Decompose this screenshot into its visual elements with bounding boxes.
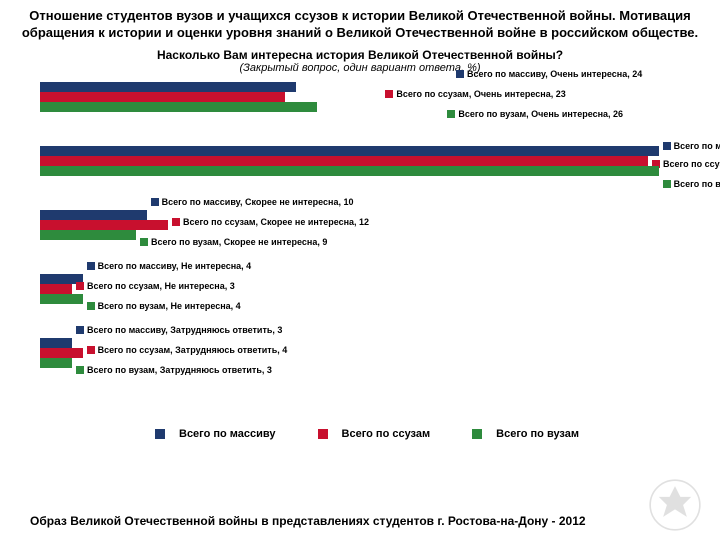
bar-label: Всего по вузам, Очень интересна, 26 [447, 110, 623, 120]
bar-vuz: Всего по вузам, Скорее интересна, 58 [40, 166, 659, 176]
bar-label: Всего по массиву, Скорее интересна, 58 [663, 142, 720, 152]
series-marker [87, 302, 95, 310]
bar-label: Всего по массиву, Скорее не интересна, 1… [151, 198, 354, 208]
series-marker [87, 346, 95, 354]
bar-vuz: Всего по вузам, Скорее не интересна, 9 [40, 230, 136, 240]
bar-ssuz: Всего по ссузам, Скорее интересна, 57 [40, 156, 648, 166]
series-marker [151, 198, 159, 206]
bar-group: Всего по массиву, Затрудняюсь ответить, … [40, 338, 680, 396]
legend-item: Всего по массиву [141, 428, 276, 440]
bar-chart: Всего по массиву, Очень интересна, 24Все… [40, 82, 680, 422]
bar-group: Всего по массиву, Скорее интересна, 58Вс… [40, 146, 680, 204]
legend: Всего по массиву Всего по ссузам Всего по … [0, 422, 720, 446]
bar-vuz: Всего по вузам, Не интересна, 4 [40, 294, 83, 304]
legend-marker [318, 429, 328, 439]
bar-ssuz: Всего по ссузам, Скорее не интересна, 12 [40, 220, 168, 230]
series-marker [76, 282, 84, 290]
series-marker [76, 326, 84, 334]
bar-label: Всего по вузам, Скорее интересна, 58 [663, 180, 720, 190]
series-marker [76, 366, 84, 374]
university-logo [648, 478, 702, 532]
bar-massiv: Всего по массиву, Скорее интересна, 58 [40, 146, 659, 156]
series-marker [663, 142, 671, 150]
bar-label: Всего по вузам, Скорее не интересна, 9 [140, 238, 327, 248]
bar-group: Всего по массиву, Очень интересна, 24Все… [40, 82, 680, 140]
bar-massiv: Всего по массиву, Затрудняюсь ответить, … [40, 338, 72, 348]
bar-ssuz: Всего по ссузам, Не интересна, 3 [40, 284, 72, 294]
legend-marker [155, 429, 165, 439]
bar-label: Всего по вузам, Не интересна, 4 [87, 302, 241, 312]
legend-marker [472, 429, 482, 439]
bar-label: Всего по ссузам, Затрудняюсь ответить, 4 [87, 346, 288, 356]
question-title: Насколько Вам интересна история Великой … [0, 46, 720, 62]
bar-massiv: Всего по массиву, Скорее не интересна, 1… [40, 210, 147, 220]
bar-label: Всего по массиву, Не интересна, 4 [87, 262, 252, 272]
bar-massiv: Всего по массиву, Очень интересна, 24 [40, 82, 296, 92]
bar-label: Всего по вузам, Затрудняюсь ответить, 3 [76, 366, 272, 376]
bar-label: Всего по ссузам, Скорее не интересна, 12 [172, 218, 369, 228]
series-marker [87, 262, 95, 270]
footer-text: Образ Великой Отечественной войны в пред… [30, 514, 586, 528]
series-marker [663, 180, 671, 188]
bar-label: Всего по ссузам, Скорее интересна, 57 [652, 160, 720, 170]
page-title: Отношение студентов вузов и учащихся ссу… [0, 0, 720, 46]
bar-group: Всего по массиву, Скорее не интересна, 1… [40, 210, 680, 268]
series-marker [447, 110, 455, 118]
series-marker [456, 70, 464, 78]
bar-label: Всего по ссузам, Не интересна, 3 [76, 282, 235, 292]
legend-item: Всего по ссузам [304, 428, 431, 440]
bar-ssuz: Всего по ссузам, Затрудняюсь ответить, 4 [40, 348, 83, 358]
bar-vuz: Всего по вузам, Очень интересна, 26 [40, 102, 317, 112]
legend-item: Всего по вузам [458, 428, 579, 440]
bar-label: Всего по ссузам, Очень интересна, 23 [385, 90, 565, 100]
bar-ssuz: Всего по ссузам, Очень интересна, 23 [40, 92, 285, 102]
bar-label: Всего по массиву, Затрудняюсь ответить, … [76, 326, 282, 336]
bar-group: Всего по массиву, Не интересна, 4Всего п… [40, 274, 680, 332]
series-marker [172, 218, 180, 226]
series-marker [140, 238, 148, 246]
bar-label: Всего по массиву, Очень интересна, 24 [456, 70, 642, 80]
series-marker [385, 90, 393, 98]
bar-vuz: Всего по вузам, Затрудняюсь ответить, 3 [40, 358, 72, 368]
